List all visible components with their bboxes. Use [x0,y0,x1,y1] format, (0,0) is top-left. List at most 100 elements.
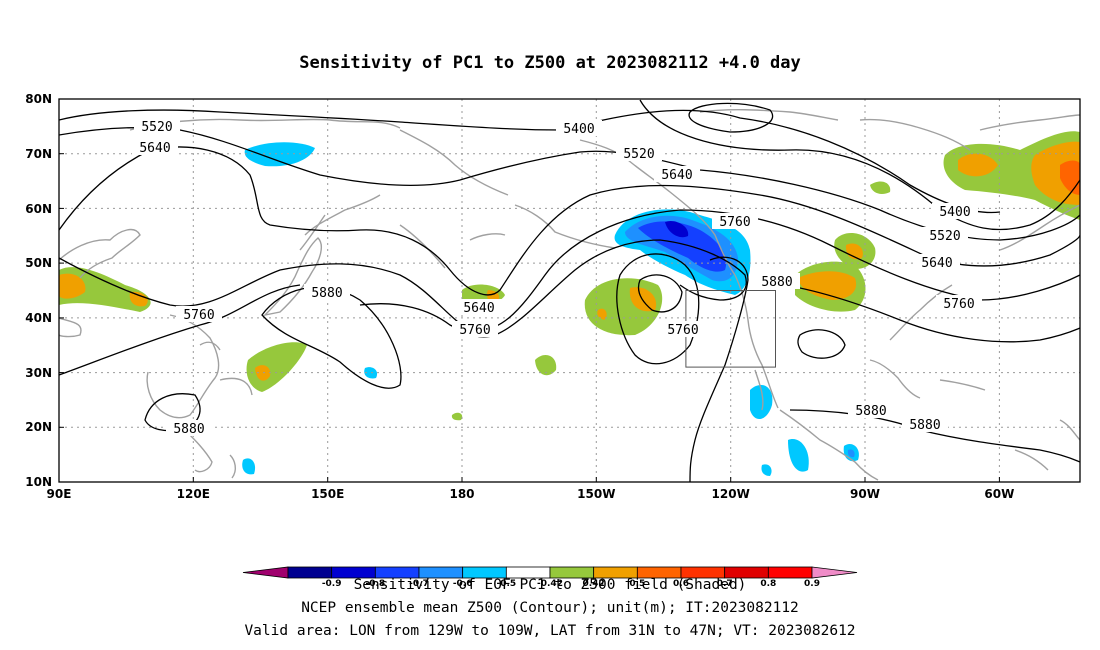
coastline [59,228,141,279]
contour-label: 5640 [139,141,170,156]
lat-label: 30N [25,366,52,380]
lon-label: 90W [850,487,880,501]
caption-contour: NCEP ensemble mean Z500 (Contour); unit(… [301,600,799,616]
coastline [304,194,381,236]
contour-5880 [797,329,846,359]
negative-shading [750,385,773,420]
negative-shading [847,449,855,458]
coastline [779,409,879,481]
lon-label: 150W [577,487,615,501]
lon-axis: 90E 120E 150E 180 150W 120W 90W 60W [47,487,1015,501]
colorbar-tick-label: 0.9 [804,579,820,589]
coastline [146,314,220,419]
positive-shading [129,291,148,307]
contour-label: 5880 [909,418,940,433]
positive-shading [958,153,998,177]
coastline [229,454,237,479]
caption-shading: Sensitivity of EOF PC1 to Z500 field (Sh… [354,577,747,593]
negative-shading [665,220,689,238]
coastline [939,379,986,391]
map-frame [58,98,1081,483]
contour-5400 [688,102,774,133]
map-title: Sensitivity of PC1 to Z500 at 2023082112… [299,53,801,73]
coastline [1059,419,1080,441]
colorbar-tick-label: -0.6 [453,579,473,589]
positive-shading [597,308,607,320]
positive-shading [59,273,86,299]
contour-5400 [59,109,561,131]
negative-shading [244,142,315,167]
coastline [184,429,213,473]
contour-label: 5640 [921,256,952,271]
coastline [889,284,953,341]
colorbar-tick-label: 0.7 [717,579,733,589]
lat-label: 10N [25,475,52,489]
contour-5400 [639,99,1080,231]
positive-shading [59,267,151,312]
colorbar-tick-label: -0.42 [537,579,563,589]
lat-axis: 80N 70N 60N 50N 40N 30N 20N 10N [25,92,52,489]
colorbar-min-arrow [242,566,289,579]
lat-label: 60N [25,202,52,216]
contour-label: 5760 [183,308,214,323]
coastline [469,233,506,241]
axis-ticks [59,98,1000,482]
colorbar-swatch [287,566,333,579]
coastline [734,274,779,409]
lat-label: 50N [25,256,52,270]
positive-shading [246,342,307,392]
colorbar-tick-label: -0.5 [496,579,516,589]
contour-label: 5400 [939,205,970,220]
positive-shading [798,271,857,300]
lon-label: 90E [47,487,72,501]
contour-label: 5760 [719,215,750,230]
contour-label: 5880 [173,422,204,437]
contour-5760 [59,209,1080,332]
contour-5760 [637,274,683,313]
lon-label: 120W [712,487,750,501]
lat-label: 80N [25,92,52,106]
contour-5880 [789,409,1080,463]
negative-shading [638,221,727,272]
contour-5640 [59,146,361,232]
colorbar-tick-label: -0.9 [322,579,342,589]
contour-label: 5520 [623,147,654,162]
coastline [399,224,446,269]
coastline [699,108,839,121]
coastline [59,317,82,338]
contour-5880 [759,281,1080,343]
contour-labels: 5520 5640 5400 5520 5640 5760 5880 5400 … [132,118,982,437]
positive-shading [255,365,271,381]
colorbar [242,566,858,579]
contour-label: 5760 [667,323,698,338]
coastline [999,204,1080,251]
map-area [59,99,1080,482]
positive-shading [535,355,557,376]
negative-shading [761,464,772,476]
contour-label: 5760 [459,323,490,338]
coastline [869,359,921,399]
colorbar-tick-label: -0.7 [409,579,429,589]
lon-label: 150E [311,487,344,501]
contour-5760 [359,239,747,338]
negative-shading [242,458,256,475]
contour-5400 [559,109,1001,214]
contour-label: 5880 [761,275,792,290]
contour-5760 [59,284,301,376]
contour-5880 [689,256,749,482]
negative-shading [364,367,378,379]
colorbar-tick-label: 0.8 [760,579,776,589]
contour-5640 [359,184,1080,296]
coastline [262,237,322,317]
lon-label: 180 [449,487,474,501]
contour-5880 [144,393,201,432]
lat-label: 70N [25,147,52,161]
colorbar-tick-label: 0.6 [673,579,689,589]
colorbar-tick-label: 0.42 [583,579,605,589]
colorbar-tick-label: 0.5 [629,579,645,589]
coastline [399,129,509,196]
coastline [514,204,616,249]
lat-label: 40N [25,311,52,325]
contour-5760 [616,253,700,365]
